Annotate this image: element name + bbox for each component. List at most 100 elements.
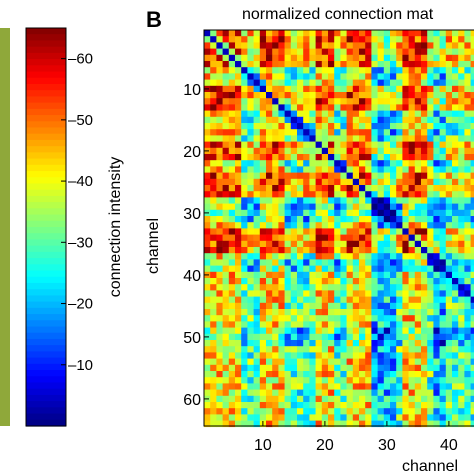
heatmap-cell [278,135,285,142]
heatmap-cell [284,85,292,93]
heatmap-cell [259,85,267,93]
heatmap-cell [390,172,397,180]
heatmap-cell [235,259,242,266]
colorbar-step [26,314,66,321]
heatmap-cell [433,185,440,192]
heatmap-cell [297,116,304,124]
heatmap-cell [266,222,273,229]
heatmap-cell [377,377,385,384]
heatmap-cell [359,185,366,192]
heatmap-cell [216,129,223,136]
heatmap-cell [235,141,242,149]
heatmap-cell [297,253,304,260]
heatmap-cell [371,98,378,105]
heatmap-cell [402,79,409,87]
heatmap-cell [241,284,248,291]
heatmap-cell [297,185,304,192]
heatmap-cell [334,141,341,149]
heatmap-cell [340,216,347,223]
heatmap-cell [278,42,285,49]
heatmap-cell [470,116,474,124]
heatmap-cell [396,54,403,62]
heatmap-cell [340,408,347,415]
heatmap-cell [210,61,217,68]
heatmap-cell [359,333,366,341]
heatmap-cell [365,383,372,390]
heatmap-cell [421,30,428,37]
heatmap-cell [464,209,471,217]
heatmap-cell [371,333,378,341]
heatmap-cell [272,36,279,43]
heatmap-cell [458,253,465,260]
heatmap-cell [346,92,354,99]
heatmap-cell [439,309,447,316]
heatmap-cell [297,209,304,217]
heatmap-cell [315,383,323,390]
heatmap-cell [328,110,335,118]
heatmap-cell [216,284,223,291]
heatmap-cell [297,61,304,68]
heatmap-cell [278,216,285,223]
heatmap-cell [216,358,223,366]
heatmap-cell [309,271,316,279]
heatmap-cell [346,333,354,341]
colorbar-step [26,270,66,278]
heatmap-cell [402,61,409,68]
heatmap-cell [458,358,465,366]
heatmap-cell [365,309,372,316]
heatmap-cell [272,271,279,279]
heatmap-cell [458,54,465,62]
heatmap-cell [241,420,248,428]
heatmap-cell [284,197,292,204]
heatmap-cell [427,265,434,273]
heatmap-cell [445,302,453,310]
heatmap-cell [315,209,323,217]
heatmap-cell [365,333,372,341]
heatmap-cell [377,414,385,421]
heatmap-cell [328,377,335,384]
heatmap-cell [272,408,279,415]
heatmap-cell [464,240,471,248]
heatmap-cell [470,197,474,204]
heatmap-cell [315,222,323,229]
heatmap-cell [371,290,378,297]
heatmap-cell [433,358,440,366]
heatmap-cell [297,402,304,409]
heatmap-cell [377,296,385,304]
heatmap-cell [464,271,471,279]
heatmap-cell [445,73,453,80]
heatmap-cell [371,309,378,316]
heatmap-cell [377,172,385,180]
heatmap-cell [328,383,335,390]
heatmap-cell [414,197,422,204]
heatmap-cell [439,284,447,291]
heatmap-cell [402,160,409,167]
heatmap-cell [377,302,385,310]
heatmap-cell [383,191,391,198]
heatmap-cell [321,395,329,403]
colorbar-step [26,102,66,110]
heatmap-cell [346,253,354,260]
heatmap-cell [377,402,385,409]
heatmap-cell [470,408,474,415]
heatmap-cell [303,371,310,378]
heatmap-cell [303,79,310,87]
heatmap-cell [266,185,273,192]
heatmap-cell [408,389,416,397]
heatmap-cell [464,216,471,223]
heatmap-cell [427,172,434,180]
heatmap-cell [321,98,329,105]
heatmap-cell [321,209,329,217]
colorbar-step [26,65,66,73]
heatmap-cell [266,160,273,167]
heatmap-cell [297,389,304,397]
heatmap-cell [433,30,440,37]
heatmap-cell [297,358,304,366]
heatmap-cell [241,402,248,409]
heatmap-cell [303,48,310,56]
heatmap-cell [259,191,267,198]
colorbar-panel: –60–50–40–30–20–10 connection intensity [0,27,124,427]
heatmap-cell [371,408,378,415]
heatmap-cell [235,172,242,180]
heatmap-cell [340,247,347,254]
